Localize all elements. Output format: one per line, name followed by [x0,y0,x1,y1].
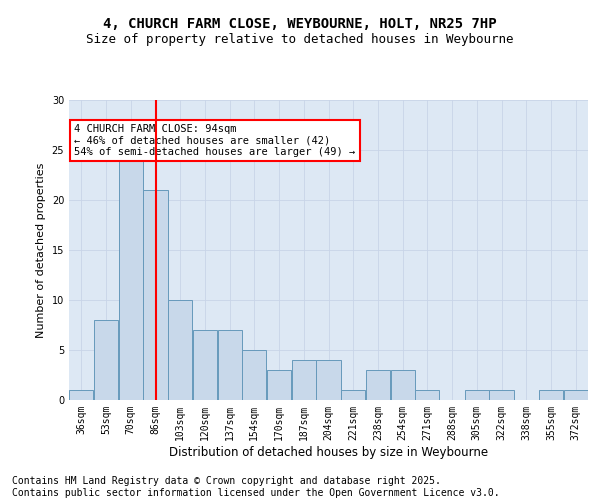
Bar [391,370,415,400]
Bar [94,320,118,400]
X-axis label: Distribution of detached houses by size in Weybourne: Distribution of detached houses by size … [169,446,488,458]
Bar [193,330,217,400]
Bar [563,390,588,400]
Text: 4 CHURCH FARM CLOSE: 94sqm
← 46% of detached houses are smaller (42)
54% of semi: 4 CHURCH FARM CLOSE: 94sqm ← 46% of deta… [74,124,355,157]
Y-axis label: Number of detached properties: Number of detached properties [36,162,46,338]
Bar [69,390,94,400]
Bar [464,390,489,400]
Bar [341,390,365,400]
Bar [292,360,316,400]
Bar [316,360,341,400]
Text: Size of property relative to detached houses in Weybourne: Size of property relative to detached ho… [86,32,514,46]
Bar [539,390,563,400]
Text: 4, CHURCH FARM CLOSE, WEYBOURNE, HOLT, NR25 7HP: 4, CHURCH FARM CLOSE, WEYBOURNE, HOLT, N… [103,18,497,32]
Text: Contains HM Land Registry data © Crown copyright and database right 2025.
Contai: Contains HM Land Registry data © Crown c… [12,476,500,498]
Bar [119,160,143,400]
Bar [218,330,242,400]
Bar [490,390,514,400]
Bar [143,190,167,400]
Bar [267,370,291,400]
Bar [168,300,193,400]
Bar [242,350,266,400]
Bar [366,370,390,400]
Bar [415,390,439,400]
